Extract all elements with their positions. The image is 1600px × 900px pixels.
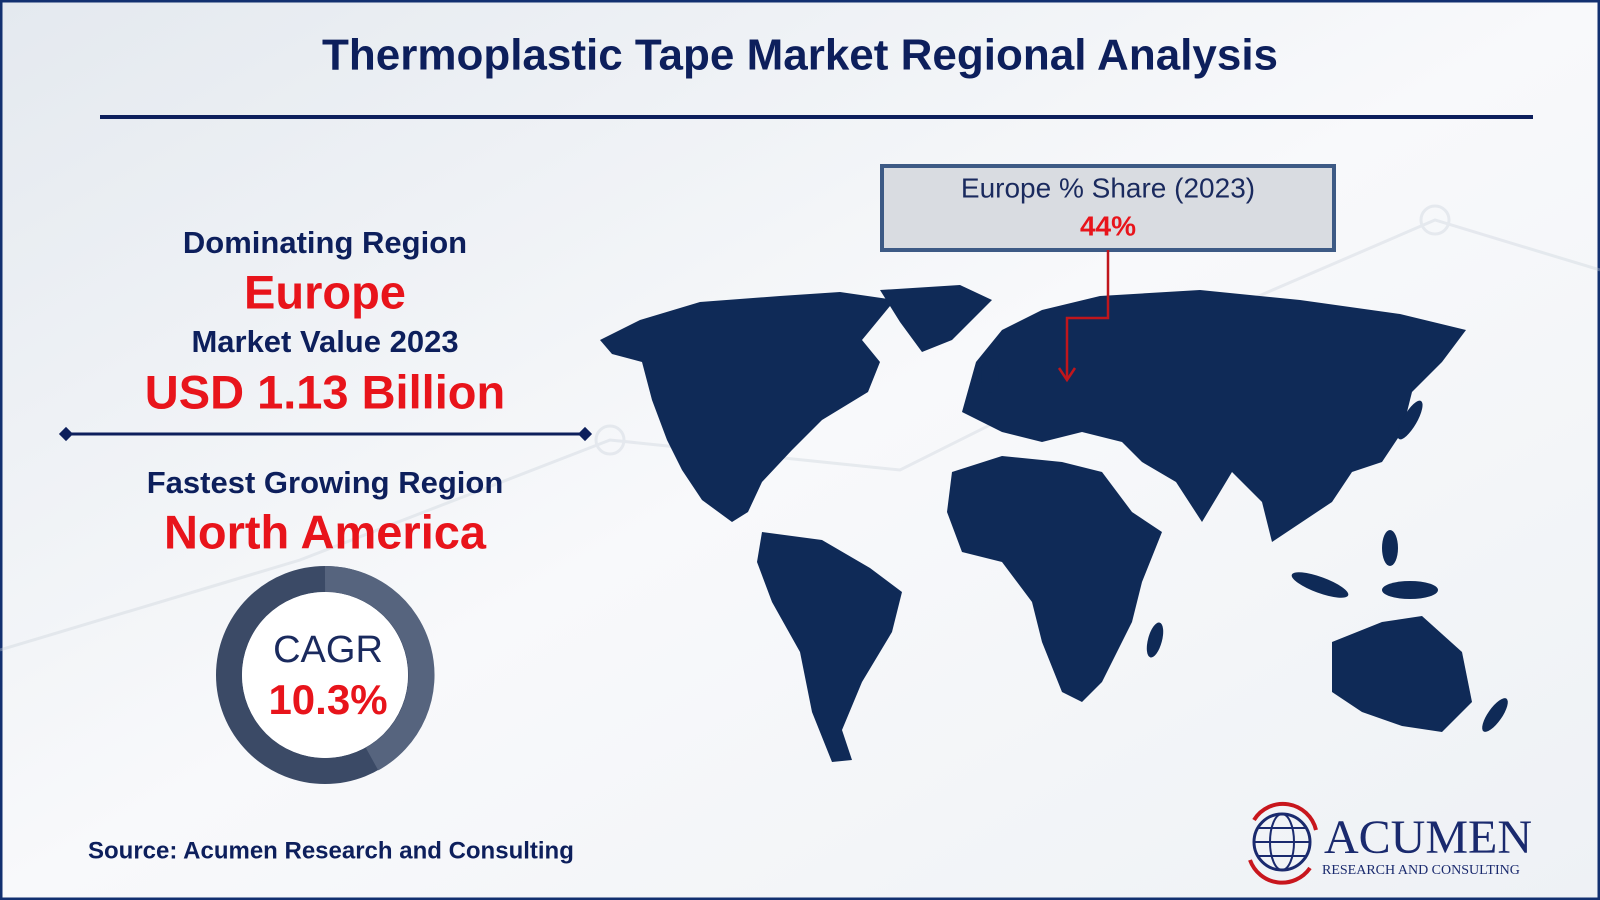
logo-globe	[1248, 801, 1318, 885]
logo-name: ACUMEN	[1324, 811, 1532, 864]
callout-arrow	[1057, 250, 1110, 383]
cagr-ring	[216, 565, 435, 784]
source: Source: Acumen Research and Consulting	[88, 837, 574, 864]
callout-label: Europe % Share (2023)	[961, 172, 1255, 203]
dominating-region: Europe	[244, 265, 406, 318]
dominating-label: Dominating Region	[183, 225, 467, 260]
world-map	[600, 285, 1508, 762]
logo-tagline: RESEARCH AND CONSULTING	[1322, 863, 1520, 878]
market-value: USD 1.13 Billion	[145, 365, 505, 418]
callout-box	[880, 164, 1336, 252]
bg-decoration	[0, 204, 1600, 652]
divider	[58, 426, 593, 442]
cagr-label: CAGR	[273, 629, 383, 671]
cagr-value: 10.3%	[268, 676, 387, 723]
fastest-label: Fastest Growing Region	[147, 465, 504, 500]
fastest-region: North America	[164, 505, 487, 558]
market-value-label: Market Value 2023	[191, 324, 458, 359]
callout-value: 44%	[1080, 210, 1136, 241]
title: Thermoplastic Tape Market Regional Analy…	[322, 31, 1278, 80]
